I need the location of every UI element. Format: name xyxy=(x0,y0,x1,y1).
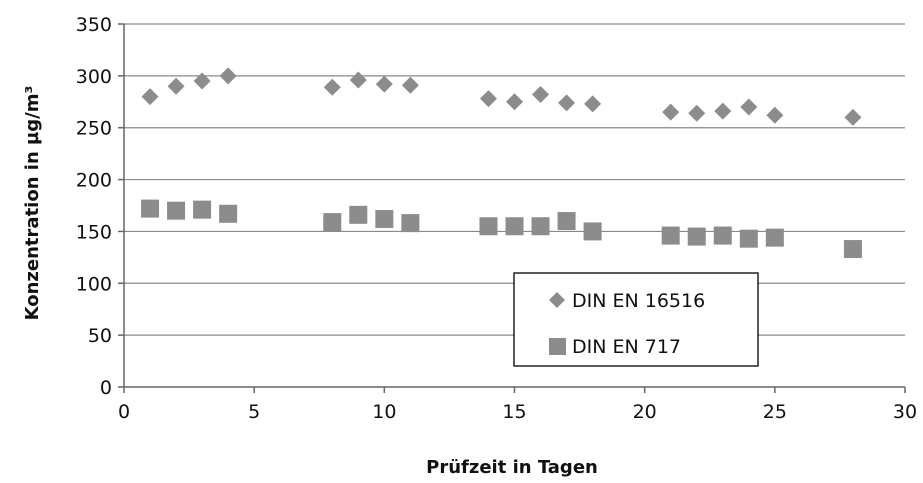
y-tick-label: 200 xyxy=(76,170,112,192)
data-point-diamond xyxy=(323,78,341,96)
y-tick-label: 350 xyxy=(76,14,112,36)
data-point-square xyxy=(765,228,784,247)
data-point-square xyxy=(583,222,602,241)
x-tick-label: 5 xyxy=(248,401,260,423)
data-point-diamond xyxy=(167,77,185,95)
data-point-square xyxy=(843,240,862,259)
y-tick-label: 250 xyxy=(76,118,112,140)
x-tick-label: 0 xyxy=(118,401,130,423)
data-point-diamond xyxy=(506,93,523,111)
data-point-square xyxy=(739,229,758,248)
data-point-square xyxy=(479,217,498,236)
data-point-diamond xyxy=(714,102,732,120)
legend-label-series-1: DIN EN 16516 xyxy=(572,290,705,312)
data-point-square xyxy=(505,217,524,236)
data-point-diamond xyxy=(740,98,758,116)
data-point-square xyxy=(661,226,680,245)
data-point-diamond xyxy=(844,108,862,126)
data-point-diamond xyxy=(193,72,211,90)
x-tick-labels: 0 5 10 15 20 25 30 xyxy=(118,401,917,423)
data-point-square xyxy=(349,205,368,224)
data-point-square xyxy=(141,199,160,218)
data-point-diamond xyxy=(219,67,237,85)
data-point-square xyxy=(713,226,732,245)
x-tick-label: 30 xyxy=(893,401,917,423)
y-axis-title: Konzentration in µg/m³ xyxy=(22,86,43,321)
data-point-square xyxy=(323,213,342,232)
data-point-diamond xyxy=(532,86,550,104)
x-axis-title: Prüfzeit in Tagen xyxy=(426,457,598,478)
data-point-square xyxy=(167,201,186,220)
data-point-square xyxy=(375,209,394,228)
y-tick-label: 300 xyxy=(76,66,112,88)
x-tick-label: 10 xyxy=(372,401,396,423)
y-tick-label: 0 xyxy=(100,377,112,399)
y-tick-label: 100 xyxy=(76,273,112,295)
data-point-diamond xyxy=(688,104,706,122)
data-point-square xyxy=(219,204,238,223)
x-tick-label: 20 xyxy=(633,401,657,423)
axes xyxy=(118,23,906,393)
y-tick-label: 150 xyxy=(76,221,112,243)
data-point-diamond xyxy=(349,71,367,89)
legend: DIN EN 16516 DIN EN 717 xyxy=(513,272,759,367)
data-point-square xyxy=(557,212,576,231)
data-point-diamond xyxy=(662,103,680,121)
data-point-diamond xyxy=(401,76,419,94)
data-point-square xyxy=(193,200,212,219)
data-point-diamond xyxy=(584,95,602,113)
y-tick-label: 50 xyxy=(88,325,112,347)
data-point-square xyxy=(401,214,420,233)
data-points xyxy=(141,67,862,259)
data-point-square xyxy=(687,227,706,246)
data-point-diamond xyxy=(558,94,576,112)
data-point-square xyxy=(531,217,550,236)
data-point-diamond xyxy=(141,88,159,106)
legend-marker-square xyxy=(549,338,566,355)
y-tick-labels: 0 50 100 150 200 250 300 350 xyxy=(76,14,112,399)
data-point-diamond xyxy=(766,106,784,124)
legend-label-series-2: DIN EN 717 xyxy=(572,336,681,358)
x-tick-label: 15 xyxy=(502,401,526,423)
data-point-diamond xyxy=(375,75,393,93)
data-point-diamond xyxy=(479,90,497,108)
x-tick-label: 25 xyxy=(763,401,787,423)
legend-marker-diamond xyxy=(549,292,565,308)
